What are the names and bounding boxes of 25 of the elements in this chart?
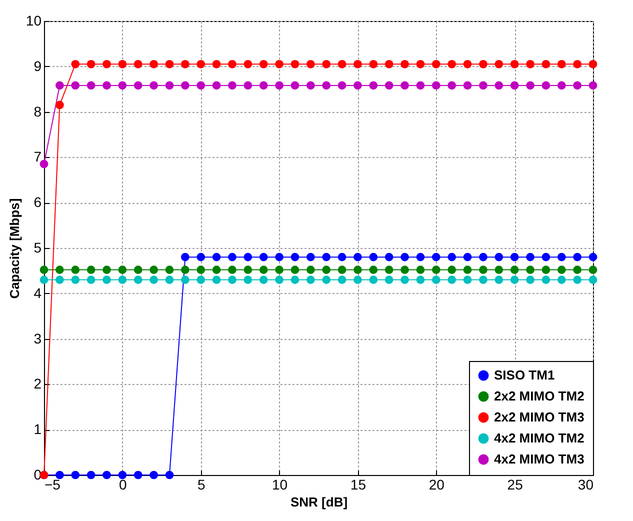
y-axis-title: Capacity [Mbps] <box>6 198 22 299</box>
y-tick-label: 8 <box>34 103 42 120</box>
x-tick-label: 30 <box>578 476 594 492</box>
x-tick-label: 0 <box>119 476 128 492</box>
y-tick-label: 1 <box>34 421 42 438</box>
y-tick-label: 2 <box>34 376 42 392</box>
y-tick-label: 7 <box>34 148 42 165</box>
x-tick-label: −5 <box>44 476 61 492</box>
x-tick-label: 15 <box>350 476 366 492</box>
x-tick-label: 10 <box>272 476 288 492</box>
y-tick-label: 3 <box>34 330 42 346</box>
legend-label: 2x2 MIMO TM2 <box>494 388 584 404</box>
x-tick-label: 20 <box>428 476 445 492</box>
x-axis-title: SNR [dB] <box>290 494 348 510</box>
x-tick-label: 25 <box>507 476 524 492</box>
legend-label: 2x2 MIMO TM3 <box>494 410 584 424</box>
y-tick-label: 5 <box>34 240 42 256</box>
y-tick-label: 9 <box>34 58 42 74</box>
legend-label: 4x2 MIMO TM2 <box>494 430 584 446</box>
x-tick-label: 5 <box>197 476 206 492</box>
legend-label: SISO TM1 <box>494 368 555 382</box>
y-tick-label: 6 <box>34 194 42 210</box>
y-tick-label: 4 <box>34 284 42 301</box>
y-tick-label: 10 <box>26 12 42 28</box>
legend-label: 4x2 MIMO TM3 <box>494 452 584 466</box>
